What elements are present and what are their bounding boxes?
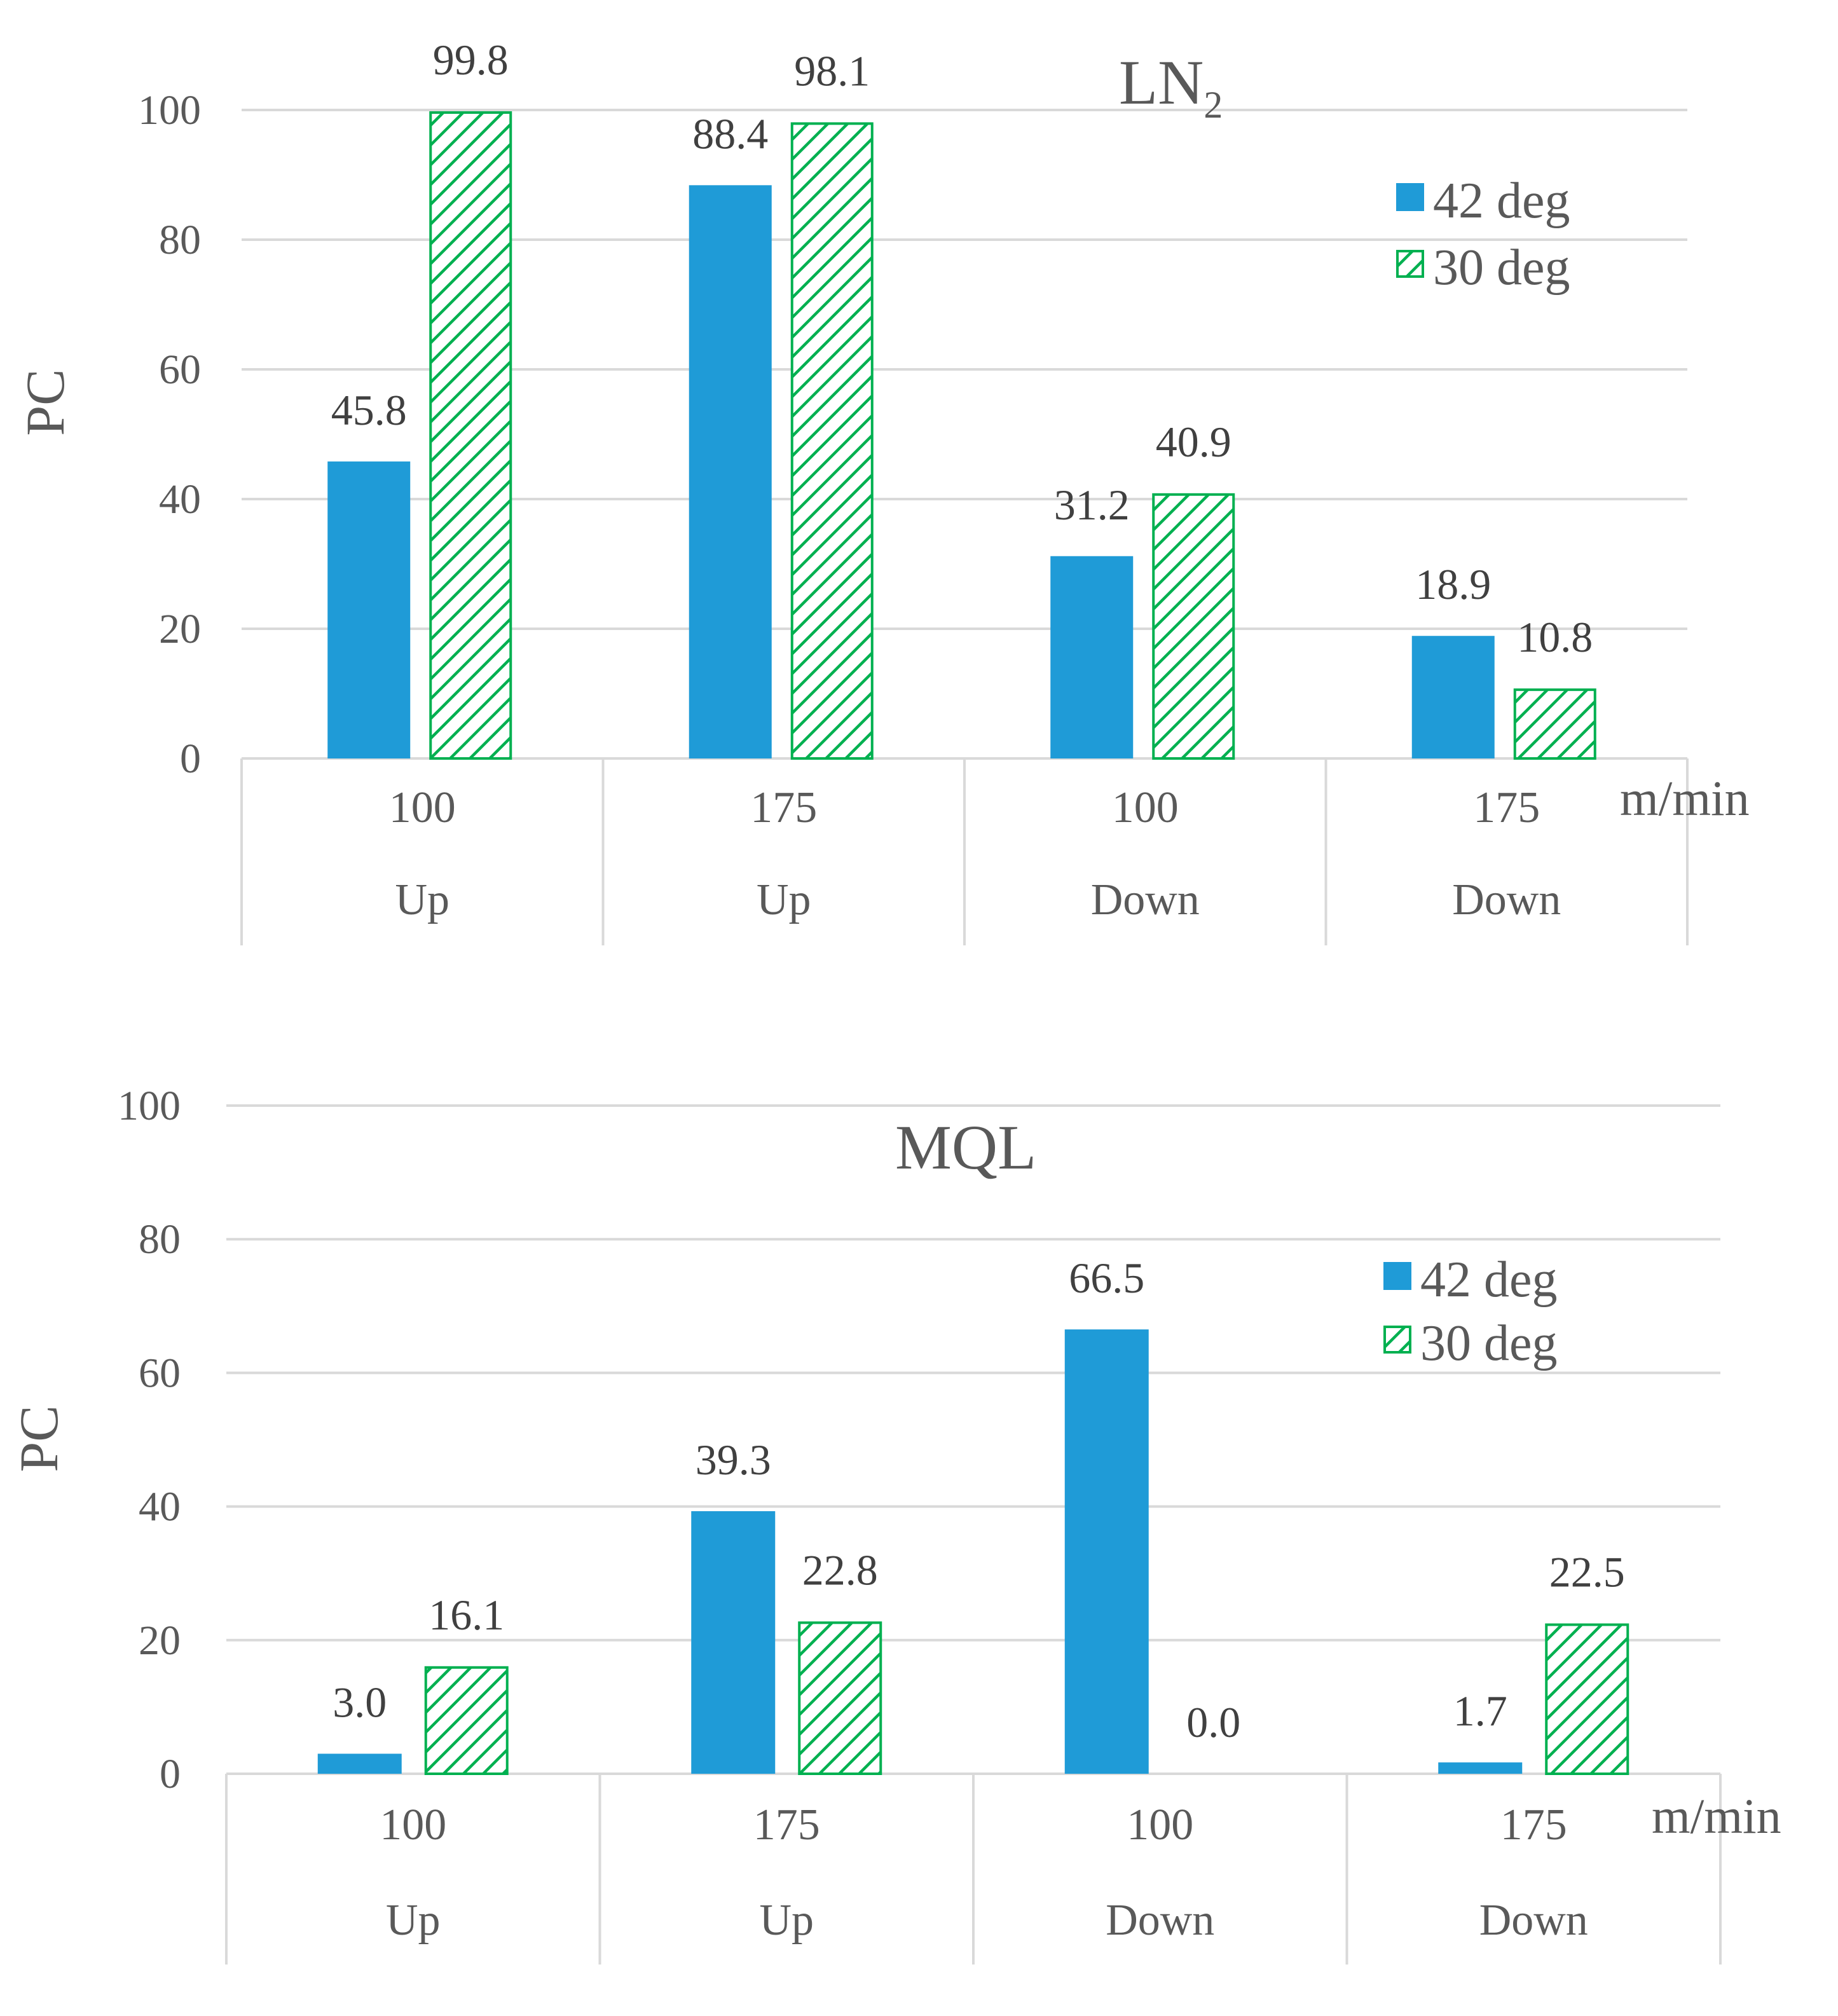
bar-42-deg: [1050, 556, 1134, 758]
category-direction-label: Up: [759, 1896, 814, 1945]
category-speed-label: 175: [1500, 1800, 1567, 1849]
y-tick-label: 40: [159, 476, 201, 523]
category-direction-label: Down: [1091, 875, 1200, 924]
y-tick-label: 40: [139, 1484, 181, 1530]
data-label: 22.5: [1549, 1548, 1625, 1596]
bar-42-deg: [691, 1511, 776, 1774]
y-tick-label: 80: [139, 1216, 181, 1263]
y-axis-label: PC: [8, 1405, 69, 1472]
bar-42-deg: [1064, 1329, 1149, 1774]
data-label: 22.8: [802, 1546, 878, 1594]
chart-1: 0 20 40 60 80 100 100 Up 175 Up 100 Down 175 Down 45.8…: [15, 36, 1750, 945]
chart-title-main: MQL: [895, 1112, 1036, 1183]
x-unit-label: m/min: [1620, 771, 1750, 826]
bar-30-deg: [790, 122, 874, 760]
category-speed-label: 100: [380, 1800, 446, 1849]
y-axis-label: PC: [15, 369, 76, 435]
category-speed-label: 100: [1112, 783, 1179, 832]
charts-root: 020406080100100Up175Up100Down175Down45.8…: [8, 36, 1781, 1965]
bar-30-deg: [1152, 493, 1235, 760]
legend-label: 42 deg: [1420, 1252, 1558, 1308]
bar-42-deg: [327, 461, 411, 758]
chart-title-main: LN: [1119, 47, 1204, 118]
bar-30-deg: [424, 1666, 509, 1776]
data-label: 31.2: [1054, 481, 1130, 529]
legend-swatch-42-deg: [1383, 1262, 1411, 1290]
bar-30-deg: [798, 1621, 882, 1776]
y-tick-label: 60: [139, 1350, 181, 1396]
bar-30-deg: [429, 111, 512, 760]
chart-2: 0 20 40 60 80 100 100 Up 175 Up 100 Down 175 Down 3.0 3…: [8, 1083, 1781, 1965]
data-label: 45.8: [331, 386, 407, 434]
chart-title-subscript: 2: [1204, 84, 1223, 126]
bar-42-deg: [689, 185, 772, 758]
category-direction-label: Up: [395, 875, 449, 924]
y-tick-label: 100: [138, 87, 201, 134]
legend-label: 30 deg: [1433, 240, 1570, 296]
legend-swatch-30-deg: [1383, 1326, 1411, 1354]
data-label: 99.8: [433, 36, 509, 84]
data-label: 16.1: [429, 1591, 504, 1639]
y-tick-label: 100: [118, 1083, 181, 1129]
bar-30-deg: [1545, 1623, 1629, 1775]
bar-30-deg: [1513, 688, 1596, 760]
data-label: 40.9: [1156, 418, 1231, 466]
legend: 42 deg 30 deg: [1383, 1252, 1558, 1371]
bar-42-deg: [1438, 1762, 1523, 1774]
category-speed-label: 175: [1473, 783, 1540, 832]
bar-42-deg: [317, 1753, 402, 1774]
chart-title: LN2: [1119, 47, 1223, 126]
data-label: 10.8: [1517, 613, 1593, 661]
category-direction-label: Down: [1106, 1896, 1214, 1945]
data-label: 1.7: [1453, 1687, 1507, 1735]
legend-swatch-42-deg: [1396, 183, 1424, 211]
x-unit-label: m/min: [1652, 1788, 1781, 1844]
data-label: 3.0: [333, 1678, 387, 1726]
bar-42-deg: [1411, 636, 1495, 758]
legend-label: 30 deg: [1420, 1315, 1558, 1371]
category-direction-label: Down: [1452, 875, 1561, 924]
data-label: 66.5: [1069, 1254, 1144, 1302]
y-tick-label: 80: [159, 217, 201, 263]
y-tick-label: 20: [139, 1617, 181, 1664]
legend-swatch-30-deg: [1396, 250, 1424, 278]
category-speed-label: 100: [1127, 1800, 1193, 1849]
data-label: 39.3: [696, 1436, 771, 1484]
y-tick-label: 0: [180, 736, 201, 782]
category-speed-label: 175: [750, 783, 817, 832]
data-label: 0.0: [1186, 1698, 1240, 1746]
category-direction-label: Down: [1479, 1896, 1588, 1945]
chart-title: MQL: [895, 1112, 1036, 1183]
data-label: 18.9: [1415, 560, 1491, 608]
y-tick-label: 20: [159, 606, 201, 652]
y-tick-label: 0: [160, 1751, 181, 1797]
category-direction-label: Up: [757, 875, 811, 924]
category-speed-label: 100: [389, 783, 456, 832]
data-label: 88.4: [692, 109, 768, 158]
category-speed-label: 175: [753, 1800, 820, 1849]
data-label: 98.1: [794, 46, 870, 95]
y-tick-label: 60: [159, 346, 201, 393]
legend-label: 42 deg: [1433, 173, 1570, 229]
legend: 42 deg 30 deg: [1396, 173, 1570, 296]
category-direction-label: Up: [386, 1896, 441, 1945]
